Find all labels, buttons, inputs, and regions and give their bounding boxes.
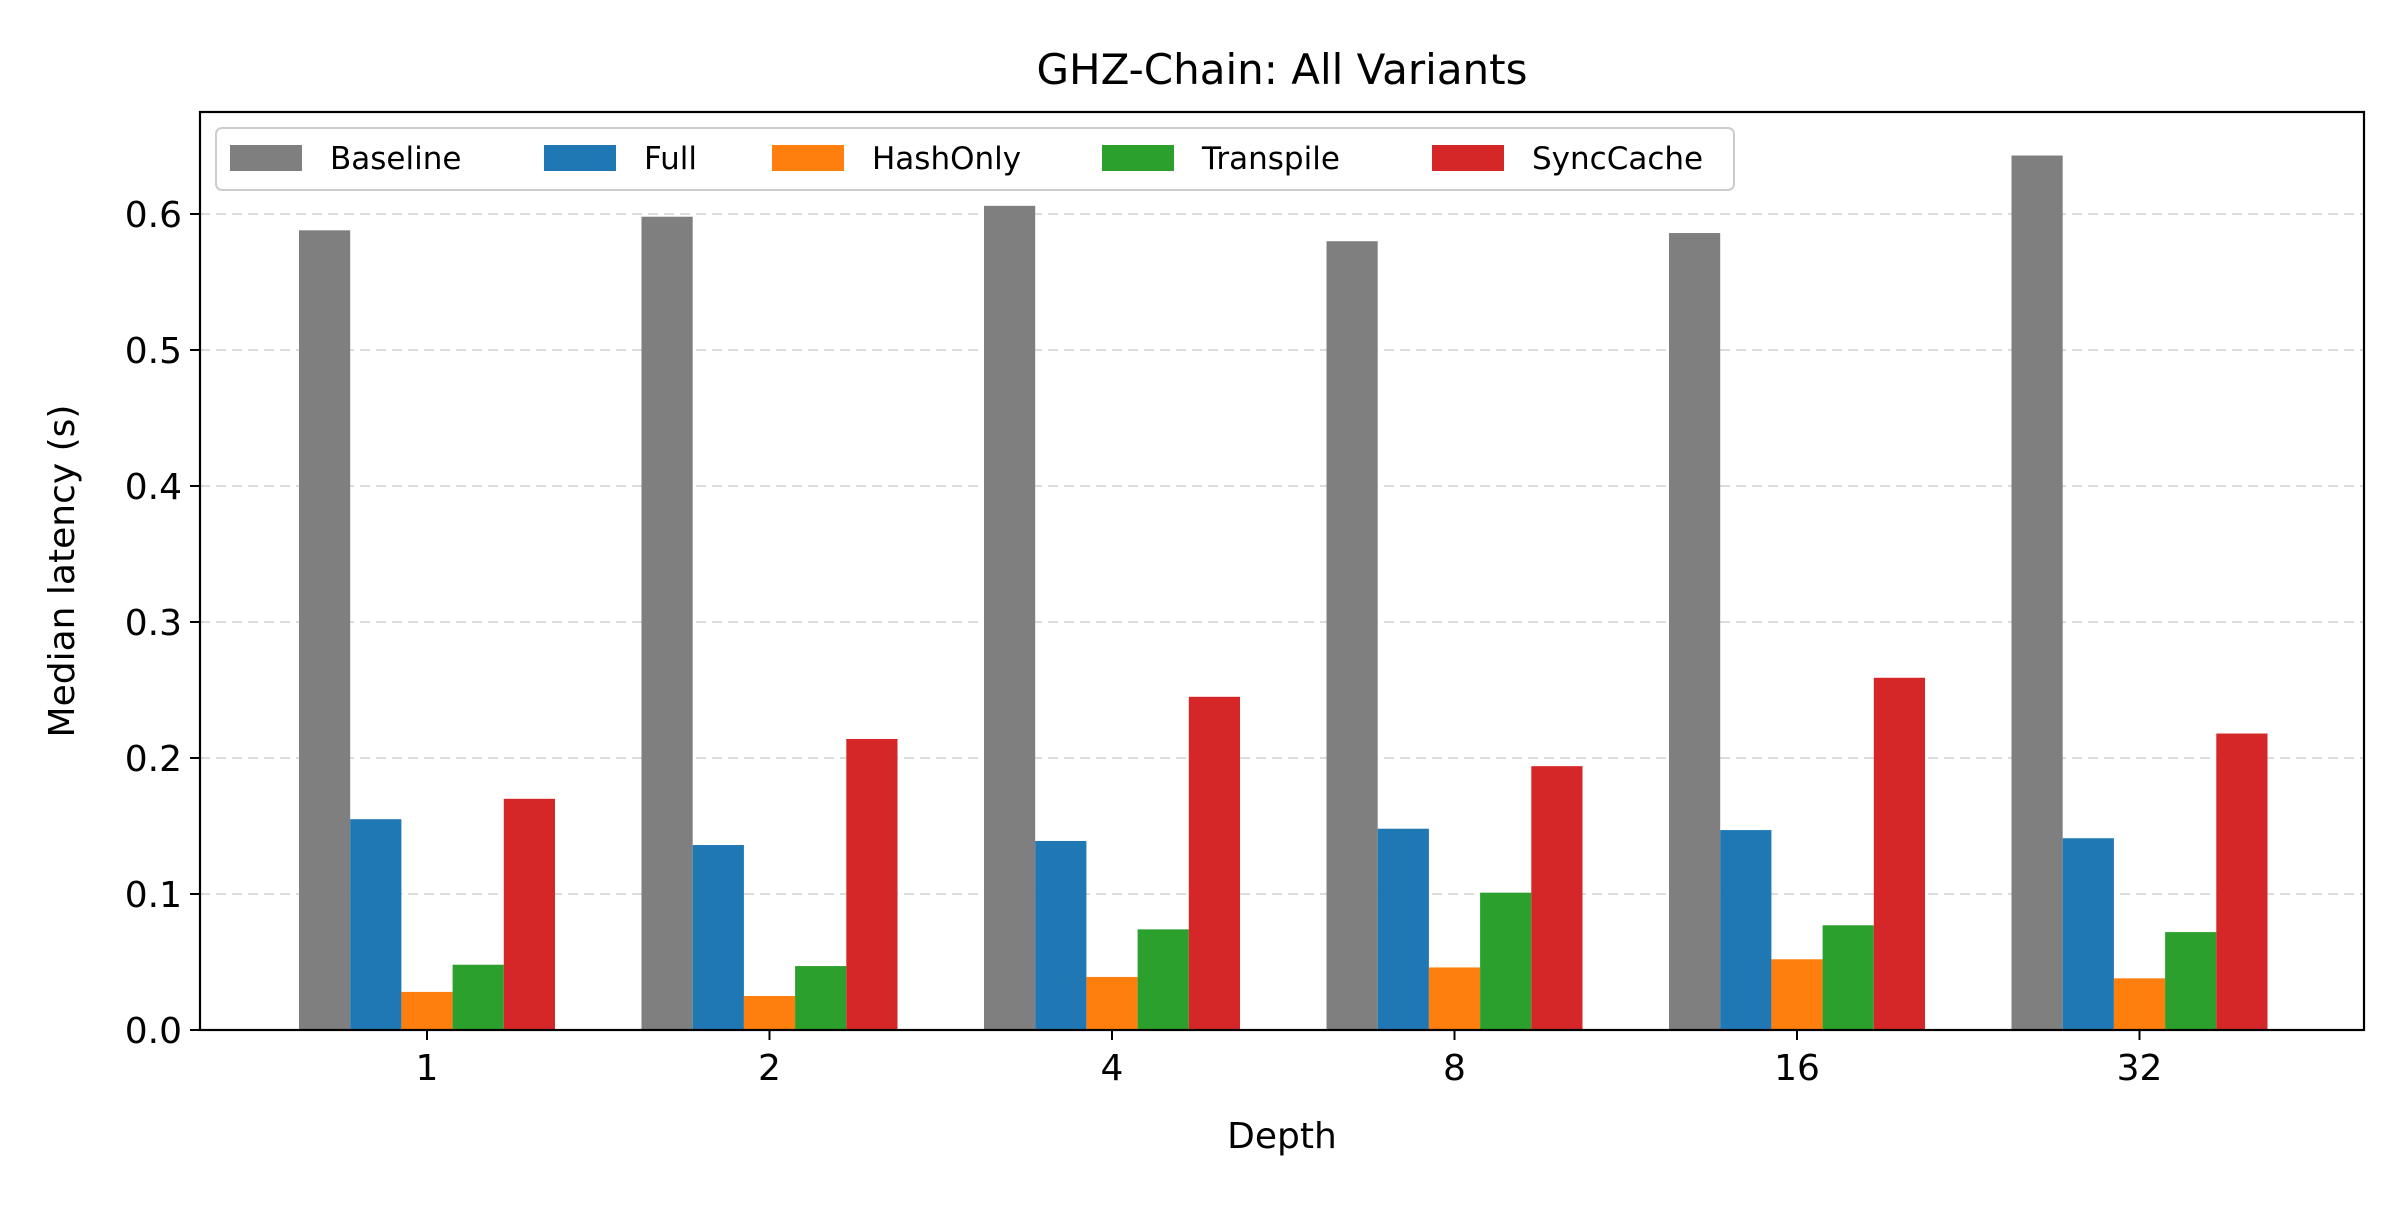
bar-hashonly-4 — [1086, 976, 1138, 1030]
bar-transpile-32 — [2165, 932, 2217, 1030]
y-axis-label: Median latency (s) — [42, 405, 83, 738]
y-tick-label: 0.1 — [125, 875, 182, 916]
bar-synccache-16 — [1873, 677, 1925, 1030]
x-tick-label: 2 — [758, 1048, 781, 1089]
y-tick-label: 0.0 — [125, 1011, 182, 1052]
y-tick-label: 0.2 — [125, 739, 182, 780]
bar-transpile-16 — [1822, 925, 1874, 1030]
bar-full-16 — [1720, 830, 1772, 1030]
bar-baseline-32 — [2011, 155, 2063, 1030]
bar-synccache-1 — [503, 798, 555, 1030]
y-tick-label: 0.5 — [125, 331, 182, 372]
x-axis: 1 2 4 8 16 32 — [416, 1030, 2163, 1089]
plot-frame — [198, 110, 2366, 1032]
bar-full-1 — [350, 819, 402, 1030]
bar-transpile-2 — [795, 966, 847, 1030]
bar-baseline-4 — [984, 205, 1036, 1031]
x-tick-label: 4 — [1101, 1048, 1124, 1089]
bar-hashonly-32 — [2113, 978, 2166, 1030]
y-axis: 0.0 0.1 0.2 0.3 0.4 0.5 0.6 — [125, 195, 200, 1052]
chart-title: GHZ-Chain: All Variants — [1036, 45, 1527, 94]
bar-synccache-4 — [1188, 696, 1240, 1030]
x-tick-label: 1 — [416, 1048, 439, 1089]
bar-hashonly-8 — [1428, 967, 1481, 1030]
bar-transpile-4 — [1137, 929, 1189, 1030]
legend-label-full: Full — [644, 141, 697, 177]
bar-baseline-2 — [641, 216, 693, 1031]
legend-swatch-transpile — [1102, 145, 1174, 171]
bar-full-2 — [692, 845, 744, 1030]
legend-label-hashonly: HashOnly — [872, 141, 1021, 177]
bar-baseline-16 — [1669, 233, 1721, 1031]
x-tick-label: 8 — [1443, 1048, 1466, 1089]
y-tick-label: 0.3 — [125, 603, 182, 644]
legend-swatch-synccache — [1432, 145, 1504, 171]
x-tick-label: 16 — [1774, 1048, 1820, 1089]
bar-synccache-8 — [1531, 766, 1583, 1030]
legend-label-transpile: Transpile — [1201, 141, 1340, 177]
bar-synccache-32 — [2216, 733, 2268, 1030]
bar-baseline-8 — [1326, 241, 1378, 1030]
x-tick-label: 32 — [2117, 1048, 2163, 1089]
legend-swatch-hashonly — [772, 145, 844, 171]
legend-swatch-baseline — [230, 145, 302, 171]
bar-transpile-1 — [452, 964, 504, 1030]
legend-label-baseline: Baseline — [330, 141, 461, 177]
bar-full-8 — [1377, 828, 1429, 1030]
bar-hashonly-2 — [743, 996, 796, 1030]
bars — [299, 155, 2268, 1031]
bar-synccache-2 — [846, 738, 898, 1030]
y-tick-label: 0.6 — [125, 195, 182, 236]
bar-baseline-1 — [299, 230, 351, 1030]
legend-swatch-full — [544, 145, 616, 171]
bar-transpile-8 — [1480, 892, 1532, 1030]
legend: Baseline Full HashOnly Transpile SyncCache — [215, 127, 1735, 191]
y-tick-label: 0.4 — [125, 467, 182, 508]
bar-hashonly-16 — [1771, 959, 1823, 1030]
bar-hashonly-1 — [401, 991, 453, 1030]
bar-full-32 — [2062, 838, 2114, 1030]
legend-frame — [215, 127, 1735, 191]
legend-label-synccache: SyncCache — [1532, 141, 1703, 177]
bar-full-4 — [1035, 840, 1087, 1030]
x-axis-label: Depth — [1227, 1116, 1337, 1157]
